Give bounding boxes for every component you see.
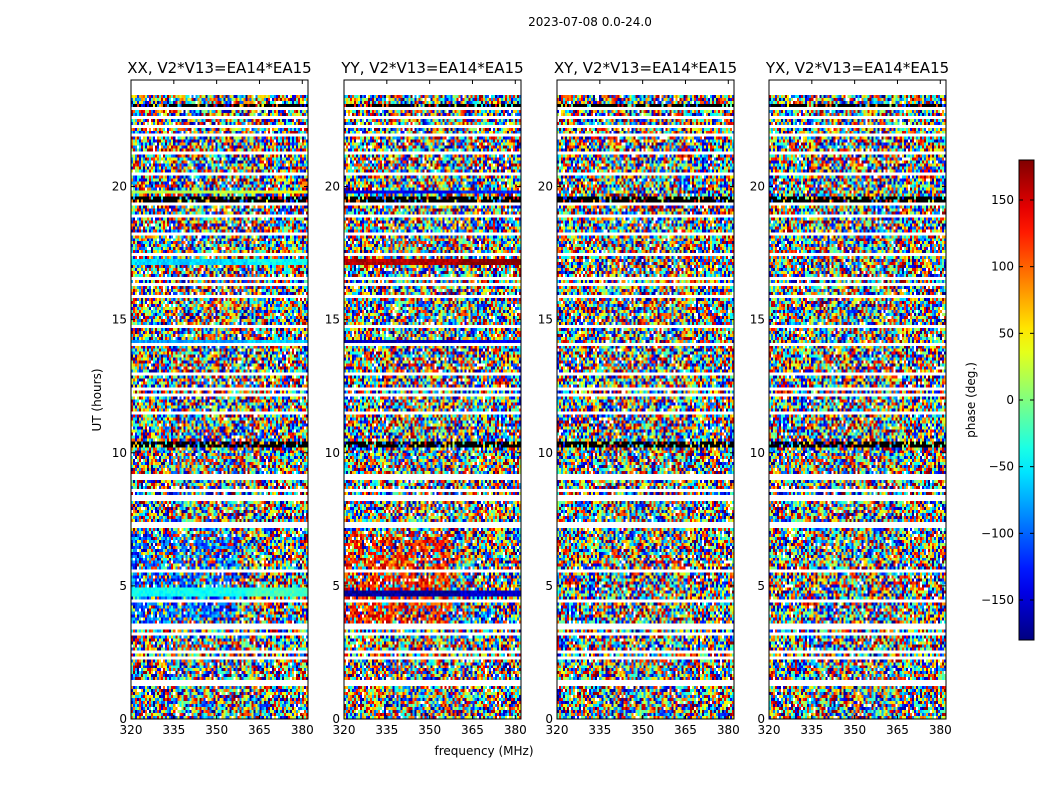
y-tick-label: 5 [332, 579, 340, 593]
x-axis-label: frequency (MHz) [434, 744, 533, 758]
x-tick-label: 380 [717, 723, 740, 737]
y-tick-label: 0 [332, 712, 340, 726]
x-tick-label: 335 [588, 723, 611, 737]
y-tick-label: 5 [757, 579, 765, 593]
y-tick-label: 10 [112, 446, 127, 460]
panel-yy: YY, V2*V13=EA14*EA15 320 335 350 365 380 0 5 10 1… [325, 59, 527, 737]
y-tick-label: 10 [325, 446, 340, 460]
y-tick-label: 0 [119, 712, 127, 726]
y-tick-label: 20 [750, 180, 765, 194]
figure-title: 2023-07-08 0.0-24.0 [528, 15, 652, 29]
panel-title: YY, V2*V13=EA14*EA15 [340, 59, 523, 77]
panel-xy: XY, V2*V13=EA14*EA15 320 335 350 365 380 0 5 10 1… [538, 59, 740, 737]
y-tick-label: 0 [545, 712, 553, 726]
x-tick-label: 380 [291, 723, 314, 737]
y-tick-label: 5 [119, 579, 127, 593]
x-tick-label: 380 [504, 723, 527, 737]
heatmap-yy [344, 80, 521, 719]
axes-frame [343, 79, 522, 720]
y-tick-label: 10 [538, 446, 553, 460]
panel-xx: XX, V2*V13=EA14*EA15 320 335 350 365 380 0 5 10 1… [112, 59, 314, 737]
colorbar-label: phase (deg.) [964, 362, 978, 438]
x-tick-label: 350 [205, 723, 228, 737]
axes-frame [130, 79, 309, 720]
x-tick-label: 365 [886, 723, 909, 737]
panel-yx: YX, V2*V13=EA14*EA15 320 335 350 365 380 0 5 10 1… [750, 59, 952, 737]
x-tick-label: 350 [631, 723, 654, 737]
y-axis-label: UT (hours) [90, 368, 104, 431]
x-tick-label: 365 [461, 723, 484, 737]
y-tick-label: 15 [750, 313, 765, 327]
colorbar-tick-label: −150 [981, 593, 1014, 607]
x-tick-label: 320 [546, 723, 569, 737]
heatmap-yx [769, 80, 946, 719]
heatmap-xx [131, 80, 308, 719]
colorbar-tick-label: 100 [991, 260, 1014, 274]
colorbar-tick-label: −50 [989, 460, 1014, 474]
y-tick-label: 10 [750, 446, 765, 460]
y-tick-label: 15 [538, 313, 553, 327]
x-tick-label: 335 [375, 723, 398, 737]
heatmap-xy [557, 80, 734, 719]
x-tick-label: 320 [333, 723, 356, 737]
colorbar: 150 100 50 0 −50 −100 −150 [981, 159, 1035, 641]
colorbar-tick-label: −100 [981, 526, 1014, 540]
y-tick-label: 15 [325, 313, 340, 327]
axes-frame [768, 79, 947, 720]
x-tick-label: 365 [674, 723, 697, 737]
y-tick-label: 20 [325, 180, 340, 194]
y-tick-label: 5 [545, 579, 553, 593]
x-tick-label: 350 [418, 723, 441, 737]
colorbar-tick-label: 50 [999, 326, 1014, 340]
x-tick-label: 350 [843, 723, 866, 737]
x-tick-label: 320 [120, 723, 143, 737]
panel-title: XY, V2*V13=EA14*EA15 [554, 59, 737, 77]
x-tick-label: 365 [248, 723, 271, 737]
x-tick-label: 335 [162, 723, 185, 737]
panels: XX, V2*V13=EA14*EA15 320 335 350 365 380 0 5 10 1… [112, 59, 952, 737]
panel-title: XX, V2*V13=EA14*EA15 [127, 59, 311, 77]
y-tick-label: 20 [112, 180, 127, 194]
axes-frame [556, 79, 735, 720]
colorbar-tick-label: 150 [991, 193, 1014, 207]
y-tick-label: 0 [757, 712, 765, 726]
x-tick-label: 320 [758, 723, 781, 737]
x-tick-label: 335 [800, 723, 823, 737]
x-tick-label: 380 [929, 723, 952, 737]
y-tick-label: 20 [538, 180, 553, 194]
y-tick-label: 15 [112, 313, 127, 327]
colorbar-tick-label: 0 [1006, 393, 1014, 407]
panel-title: YX, V2*V13=EA14*EA15 [765, 59, 949, 77]
